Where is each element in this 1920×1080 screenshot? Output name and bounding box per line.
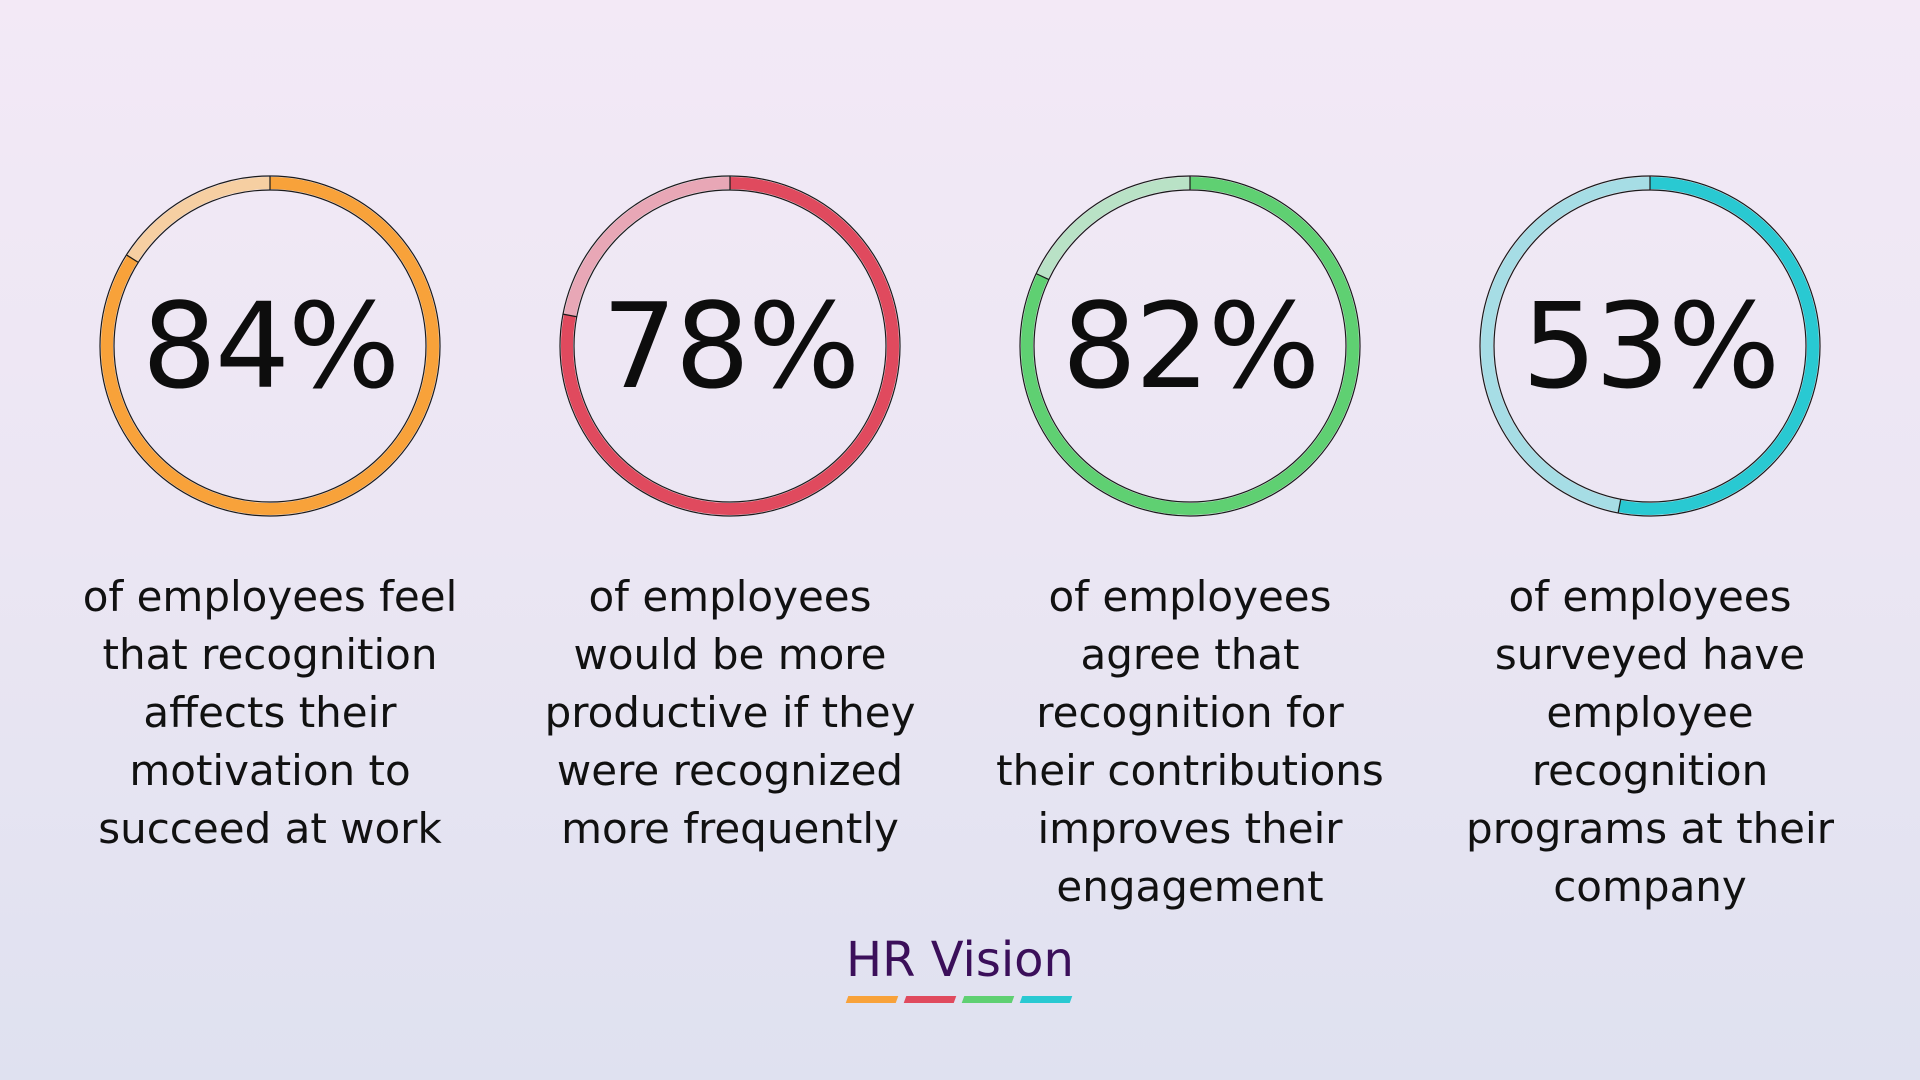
brand-bar (845, 996, 899, 1003)
ring-end-tick (1617, 499, 1622, 514)
ring-end-tick (562, 313, 577, 318)
description-line: improves their (1037, 804, 1343, 853)
brand-logo: HR Vision (810, 930, 1110, 1010)
description-line: of employees (1508, 572, 1792, 621)
description-line: succeed at work (98, 804, 442, 853)
stat-card: 84% of employees feel that recognition a… (40, 0, 500, 940)
donut-svg (1479, 175, 1821, 517)
description-line: were recognized (556, 746, 904, 795)
description-line: company (1553, 862, 1747, 911)
stat-description: of employees surveyed have employee reco… (1420, 568, 1880, 916)
donut-svg (559, 175, 901, 517)
description-line: of employees feel (82, 572, 458, 621)
description-line: surveyed have (1494, 630, 1806, 679)
description-line: engagement (1056, 862, 1324, 911)
description-line: would be more (573, 630, 887, 679)
description-line: of employees (588, 572, 872, 621)
ring-end-tick (1035, 273, 1050, 281)
donut-ring: 84% (99, 175, 441, 517)
stat-description: of employees agree that recognition for … (960, 568, 1420, 916)
stat-description: of employees feel that recognition affec… (40, 568, 500, 858)
stat-card: 78% of employees would be more productiv… (500, 0, 960, 940)
donut-ring: 78% (559, 175, 901, 517)
description-line: of employees (1048, 572, 1332, 621)
donut-svg (99, 175, 441, 517)
donut-ring: 53% (1479, 175, 1821, 517)
description-line: agree that (1080, 630, 1300, 679)
stat-card: 82% of employees agree that recognition … (960, 0, 1420, 940)
description-line: affects their (143, 688, 397, 737)
percentage-value: 84% (141, 277, 400, 415)
description-line: productive if they (544, 688, 916, 737)
description-line: more frequently (561, 804, 899, 853)
percentage-value: 78% (601, 277, 860, 415)
brand-color-bars (845, 996, 1073, 1006)
description-line: that recognition (102, 630, 438, 679)
description-line: their contributions (996, 746, 1384, 795)
description-line: employee (1546, 688, 1754, 737)
brand-bar (903, 996, 957, 1003)
stat-description: of employees would be more productive if… (500, 568, 960, 858)
description-line: programs at their (1466, 804, 1834, 853)
brand-bar (1019, 996, 1073, 1003)
brand-name: HR Vision (846, 932, 1074, 988)
description-line: recognition (1531, 746, 1769, 795)
stat-card: 53% of employees surveyed have employee … (1420, 0, 1880, 940)
donut-svg (1019, 175, 1361, 517)
description-line: recognition for (1036, 688, 1344, 737)
percentage-value: 82% (1061, 277, 1320, 415)
description-line: motivation to (129, 746, 411, 795)
ring-end-tick (126, 254, 139, 263)
donut-ring: 82% (1019, 175, 1361, 517)
brand-bar (961, 996, 1015, 1003)
percentage-value: 53% (1521, 277, 1780, 415)
